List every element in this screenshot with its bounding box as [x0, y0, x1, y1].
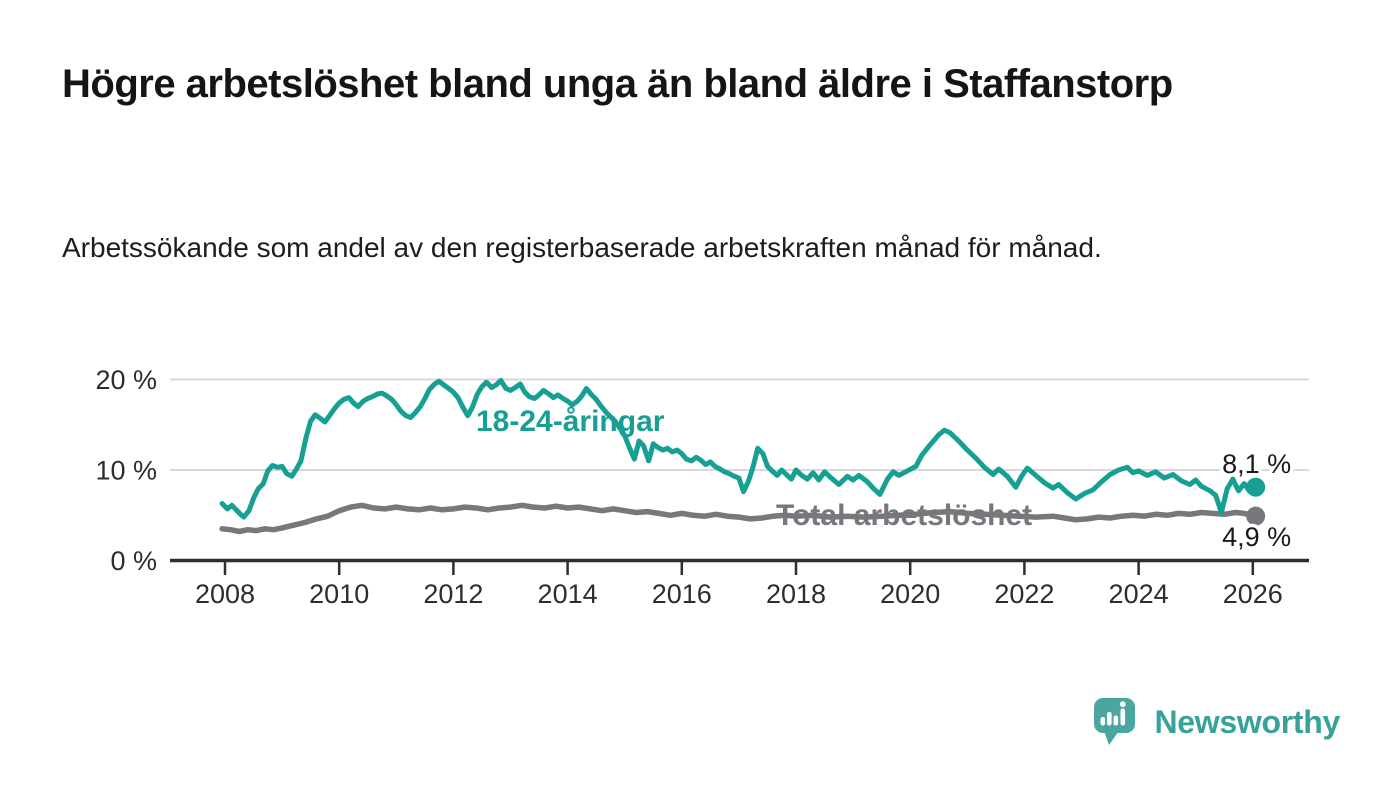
- x-tick-label: 2022: [994, 579, 1054, 609]
- x-tick-label: 2008: [195, 579, 255, 609]
- newsworthy-logo-text: Newsworthy: [1154, 703, 1341, 740]
- series-end-dot-1: [1246, 477, 1266, 497]
- x-tick-label: 2014: [538, 579, 598, 609]
- exclamation-bar: [1120, 708, 1125, 726]
- x-axis: [170, 558, 1309, 575]
- y-tick-label: 10 %: [95, 456, 157, 486]
- x-tick-label: 2012: [423, 579, 483, 609]
- series-line-1: [219, 377, 1259, 520]
- exclamation-dot: [1119, 701, 1126, 708]
- series-label-0: Total arbetslöshet: [776, 499, 1032, 532]
- chart-labels: 0 % 10 % 20 % 2008 2010 2012 2014 2016 2018 2020 2…: [95, 365, 1294, 609]
- bar-1: [1100, 717, 1105, 726]
- x-tick-label: 2026: [1223, 579, 1283, 609]
- end-value-label-0: 4,9 %: [1222, 522, 1291, 552]
- series-label-1: 18-24-åringar: [476, 405, 665, 438]
- newsworthy-logo-icon: [1093, 698, 1135, 745]
- gridlines: [170, 378, 1309, 471]
- page-title: Högre arbetslöshet bland unga än bland ä…: [62, 62, 1173, 106]
- bar-2: [1106, 712, 1112, 726]
- x-tick-label: 2018: [766, 579, 826, 609]
- end-value-label-1: 8,1 %: [1222, 449, 1291, 479]
- newsworthy-logo[interactable]: Newsworthy: [1093, 697, 1341, 747]
- series-end-dot-0: [1246, 506, 1266, 526]
- series-line-0: [219, 502, 1259, 535]
- x-tick-label: 2016: [652, 579, 712, 609]
- x-tick-label: 2020: [880, 579, 940, 609]
- data-series: [219, 377, 1266, 535]
- bar-3: [1113, 715, 1118, 726]
- x-tick-label: 2010: [309, 579, 369, 609]
- y-tick-label: 0 %: [110, 546, 157, 576]
- chart-subtitle: Arbetssökande som andel av den registerb…: [62, 232, 1102, 263]
- x-tick-label: 2024: [1109, 579, 1169, 609]
- y-tick-label: 20 %: [95, 365, 157, 395]
